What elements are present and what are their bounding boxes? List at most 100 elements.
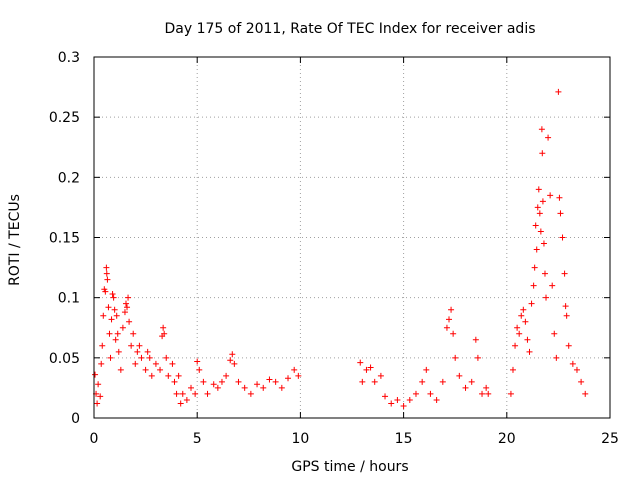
data-point <box>183 396 190 403</box>
data-point <box>547 192 554 199</box>
data-point <box>520 306 527 313</box>
data-point <box>144 348 151 355</box>
data-point <box>363 366 370 373</box>
data-point <box>543 294 550 301</box>
data-point <box>177 400 184 407</box>
chart-title: Day 175 of 2011, Rate Of TEC Index for r… <box>164 21 535 37</box>
data-point <box>382 393 389 400</box>
data-point <box>114 330 121 337</box>
data-point <box>163 354 170 361</box>
data-point <box>507 390 514 397</box>
data-point <box>474 354 481 361</box>
y-axis-label: ROTI / TECUs <box>7 194 23 286</box>
data-point <box>254 381 261 388</box>
data-point <box>231 360 238 367</box>
data-point <box>388 400 395 407</box>
data-point <box>103 264 110 271</box>
data-point <box>223 372 230 379</box>
data-point <box>509 366 516 373</box>
data-point <box>400 402 407 409</box>
data-point <box>394 396 401 403</box>
data-point <box>173 390 180 397</box>
x-tick-label: 20 <box>498 431 516 447</box>
data-point <box>483 384 490 391</box>
data-point <box>456 372 463 379</box>
data-point <box>121 309 128 316</box>
data-point <box>105 304 112 311</box>
data-point <box>160 324 167 331</box>
data-point <box>412 390 419 397</box>
data-point <box>419 378 426 385</box>
y-tick-label: 0.25 <box>49 110 80 126</box>
data-point <box>569 360 576 367</box>
data-point <box>92 371 99 378</box>
data-point <box>530 282 537 289</box>
data-point <box>452 354 459 361</box>
data-point <box>535 186 542 193</box>
data-point <box>371 378 378 385</box>
data-point <box>119 324 126 331</box>
data-point <box>148 372 155 379</box>
data-point <box>229 351 236 358</box>
data-point <box>539 150 546 157</box>
data-point <box>532 222 539 229</box>
data-point <box>537 228 544 235</box>
data-point <box>134 348 141 355</box>
data-point <box>266 376 273 383</box>
data-point <box>122 300 129 307</box>
y-tick-label: 0.1 <box>58 291 80 307</box>
data-point <box>533 246 540 253</box>
data-point <box>522 318 529 325</box>
data-point <box>549 282 556 289</box>
data-point <box>559 234 566 241</box>
data-point <box>138 354 145 361</box>
data-point <box>117 366 124 373</box>
data-point <box>423 366 430 373</box>
data-point <box>104 276 111 283</box>
data-point <box>291 366 298 373</box>
data-point <box>433 396 440 403</box>
data-point <box>128 342 135 349</box>
data-point <box>551 330 558 337</box>
data-point <box>125 294 132 301</box>
data-point <box>124 304 131 311</box>
data-point <box>106 330 113 337</box>
data-point <box>468 378 475 385</box>
data-point <box>578 378 585 385</box>
data-point <box>214 384 221 391</box>
data-point <box>561 270 568 277</box>
data-point <box>210 381 217 388</box>
data-point <box>204 390 211 397</box>
x-tick-label: 10 <box>291 431 309 447</box>
data-point <box>524 336 531 343</box>
data-point <box>536 210 543 217</box>
data-point <box>446 316 453 323</box>
data-point <box>99 342 106 349</box>
data-point <box>130 330 137 337</box>
data-point <box>115 348 122 355</box>
data-point <box>563 312 570 319</box>
data-point <box>241 384 248 391</box>
data-point <box>512 342 519 349</box>
data-point <box>359 378 366 385</box>
data-point <box>194 358 201 365</box>
data-point <box>260 384 267 391</box>
data-point <box>472 336 479 343</box>
data-point <box>377 372 384 379</box>
data-point <box>367 364 374 371</box>
data-point <box>285 375 292 382</box>
data-point <box>97 393 104 400</box>
data-point <box>541 270 548 277</box>
data-point <box>539 198 546 205</box>
data-point <box>439 378 446 385</box>
data-point <box>272 378 279 385</box>
data-point <box>142 366 149 373</box>
data-point <box>443 324 450 331</box>
data-point <box>534 204 541 211</box>
data-point <box>103 270 110 277</box>
data-point <box>553 354 560 361</box>
data-point <box>169 360 176 367</box>
data-point <box>516 330 523 337</box>
data-point <box>107 354 114 361</box>
grid-lines <box>94 57 610 418</box>
